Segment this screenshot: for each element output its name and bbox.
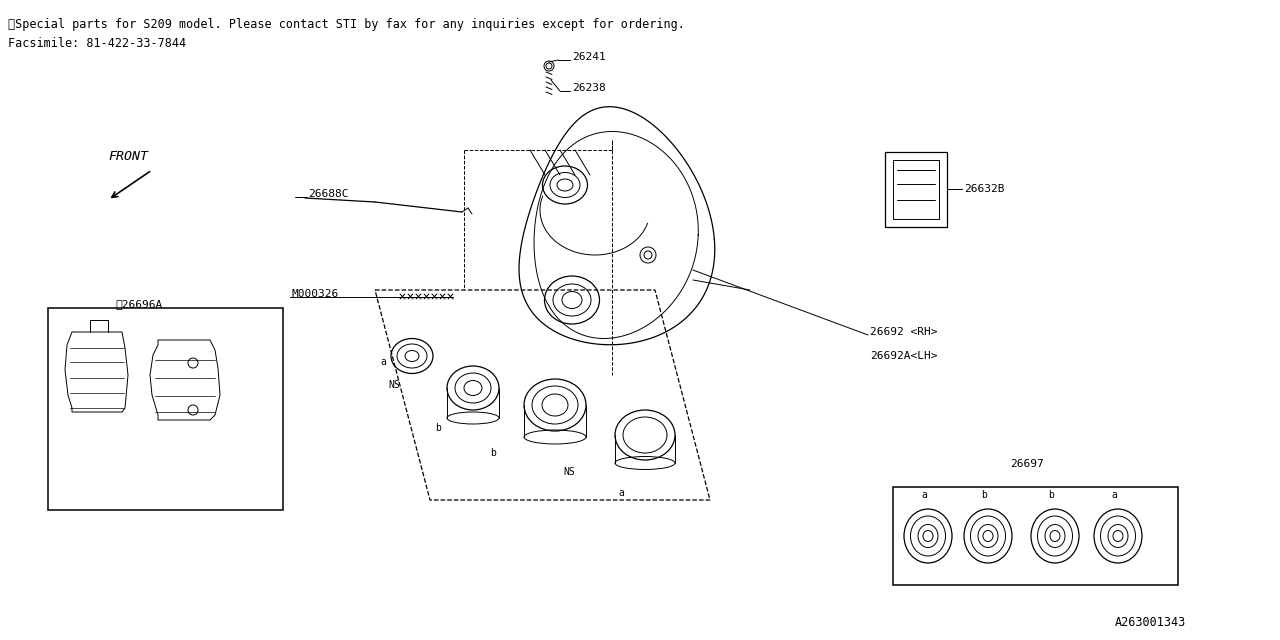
Text: a: a: [618, 488, 623, 498]
Text: Facsimile: 81-422-33-7844: Facsimile: 81-422-33-7844: [8, 37, 186, 50]
Text: a: a: [1111, 490, 1117, 500]
Text: b: b: [435, 423, 440, 433]
Text: a: a: [380, 357, 385, 367]
Text: 26238: 26238: [572, 83, 605, 93]
Text: a: a: [922, 490, 927, 500]
Text: A263001343: A263001343: [1115, 616, 1187, 628]
Text: NS: NS: [388, 380, 399, 390]
Text: b: b: [1048, 490, 1053, 500]
Bar: [49, 308, 283, 510]
Text: FRONT: FRONT: [108, 150, 148, 163]
Text: 26692 <RH>: 26692 <RH>: [870, 327, 937, 337]
Bar: [893, 487, 1178, 585]
Text: b: b: [980, 490, 987, 500]
Text: M000326: M000326: [292, 289, 339, 299]
Text: NS: NS: [563, 467, 575, 477]
Text: 26241: 26241: [572, 52, 605, 62]
Text: 26692A<LH>: 26692A<LH>: [870, 351, 937, 361]
Text: b: b: [490, 448, 495, 458]
Bar: [884, 152, 947, 227]
Text: ※26696A: ※26696A: [115, 299, 163, 309]
Text: 26632B: 26632B: [964, 184, 1005, 194]
Text: 26688C: 26688C: [308, 189, 348, 199]
Text: 26697: 26697: [1010, 459, 1043, 469]
Text: ※Special parts for S209 model. Please contact STI by fax for any inquiries excep: ※Special parts for S209 model. Please co…: [8, 18, 685, 31]
Bar: [893, 160, 940, 219]
